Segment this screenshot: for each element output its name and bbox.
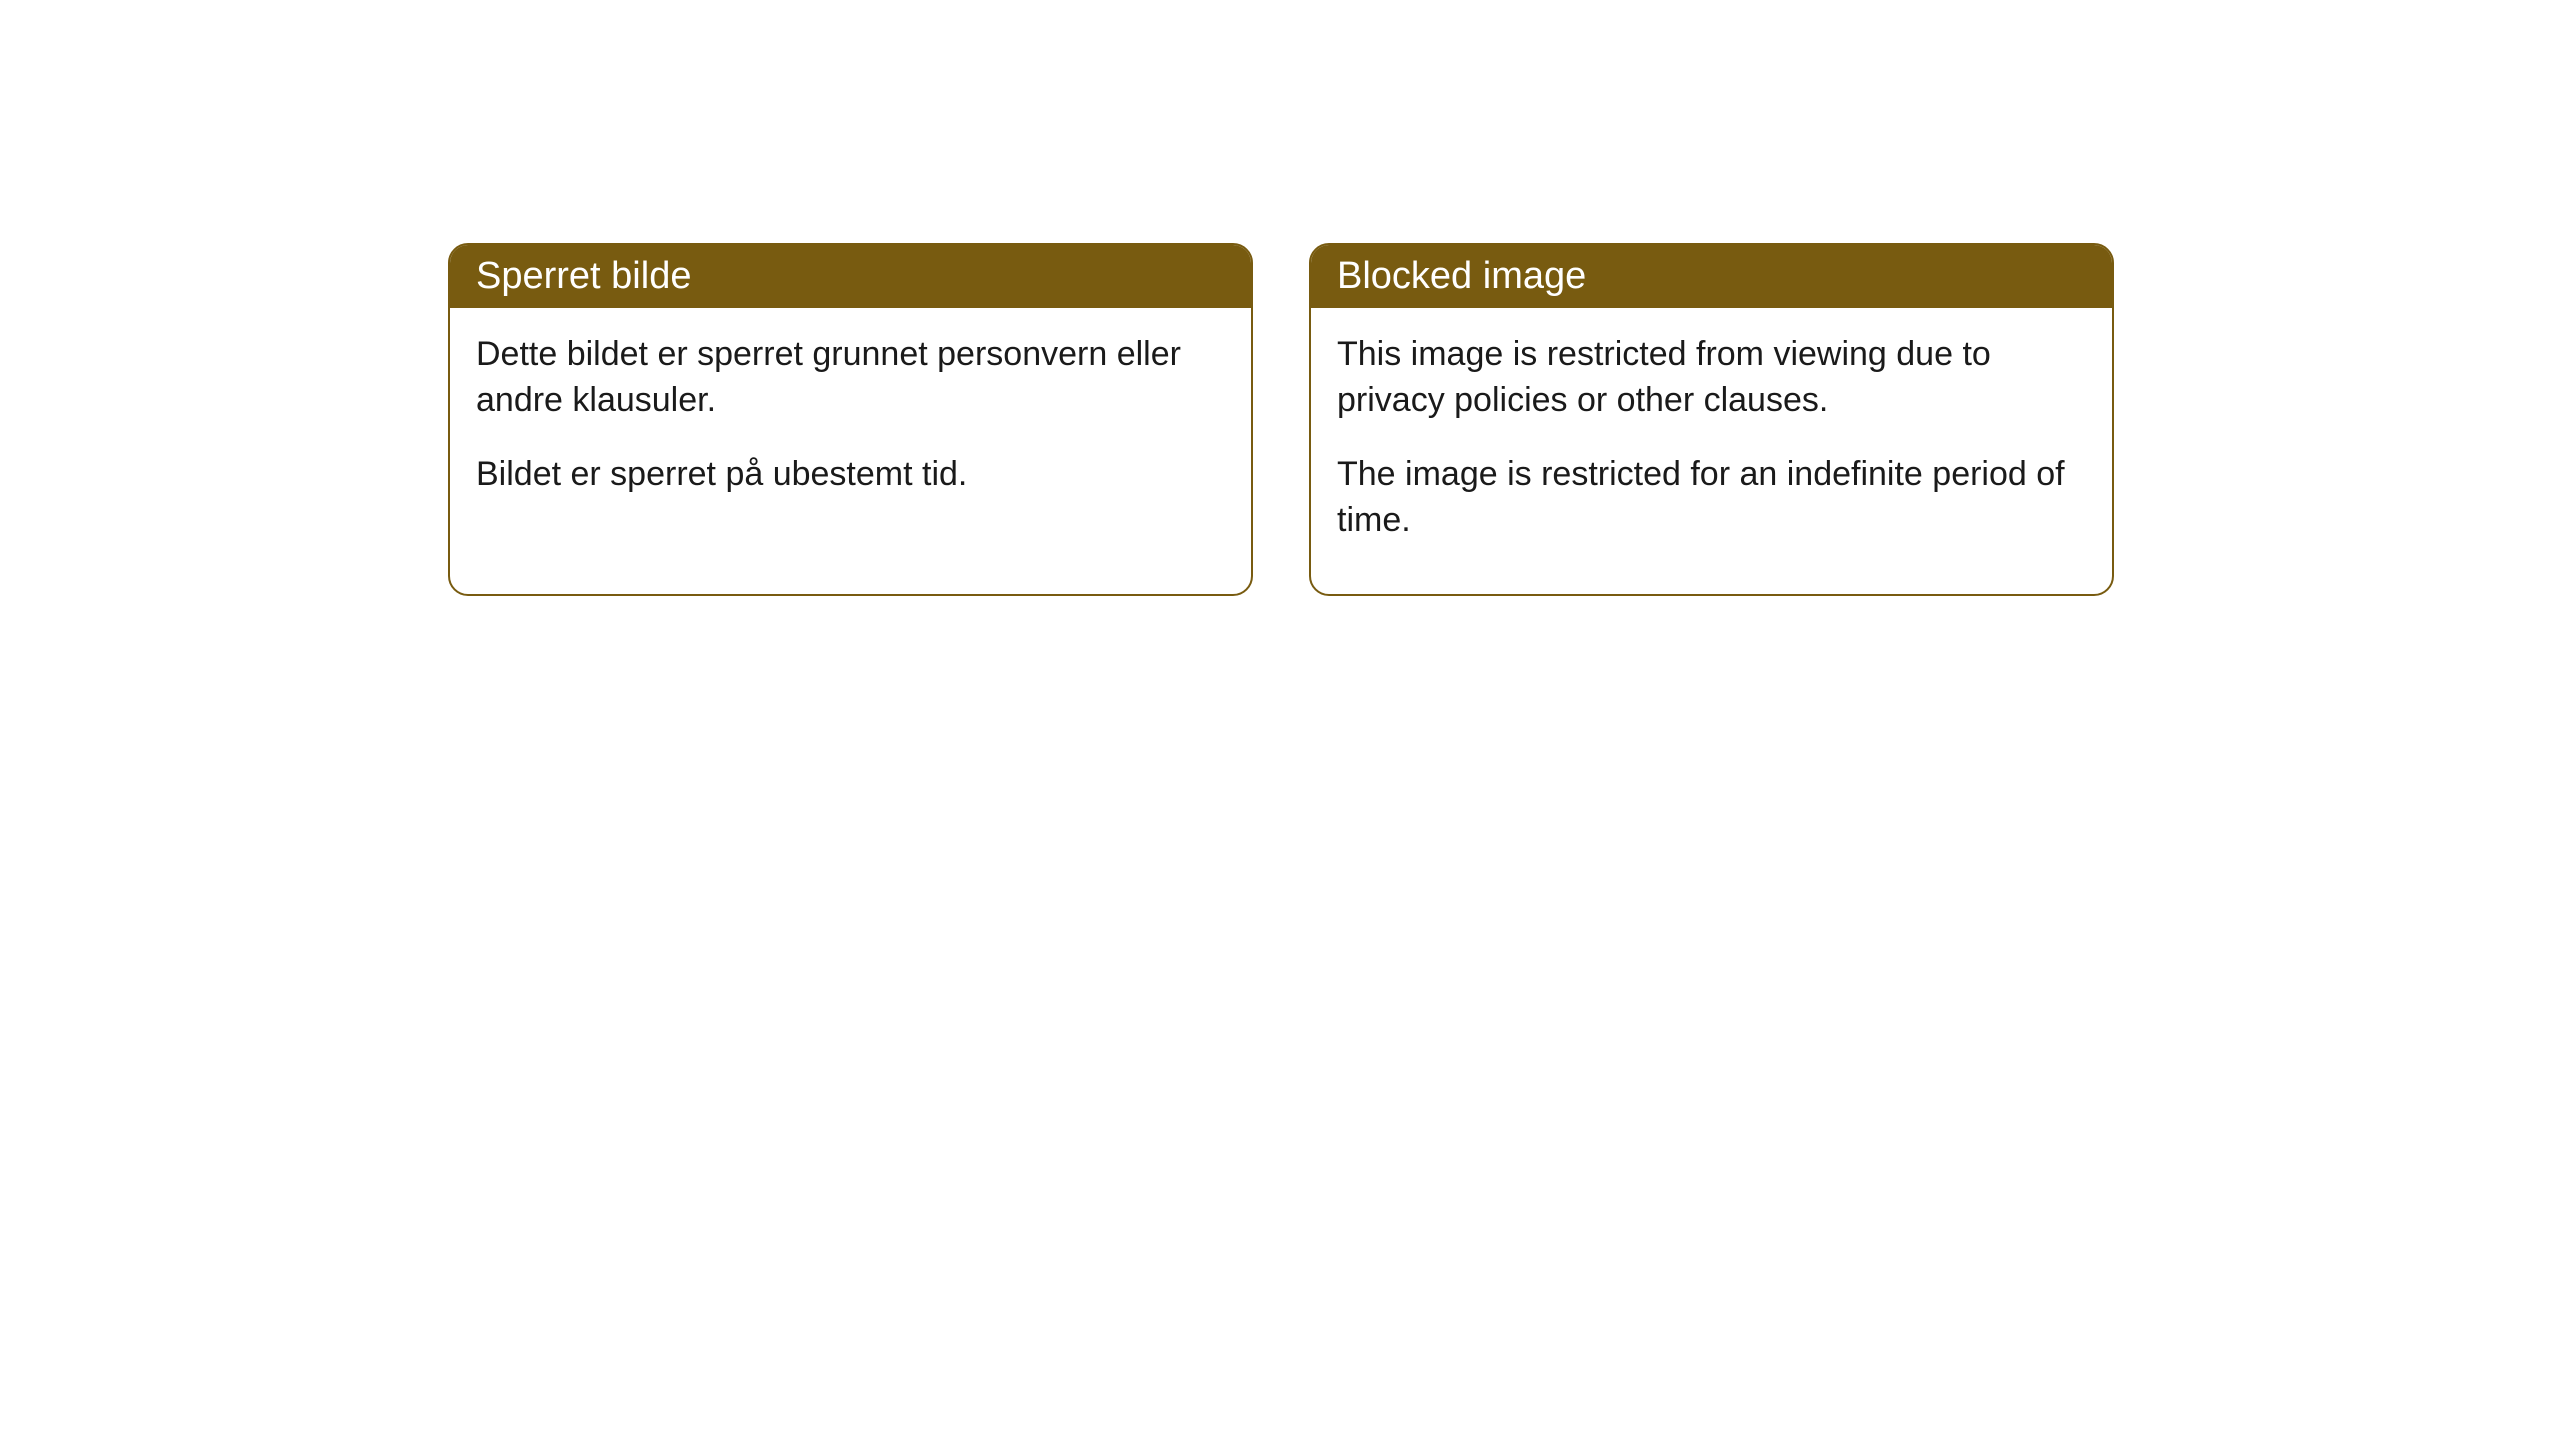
card-paragraph: This image is restricted from viewing du…: [1337, 332, 2086, 424]
card-body: This image is restricted from viewing du…: [1311, 308, 2112, 594]
notice-card-english: Blocked image This image is restricted f…: [1309, 243, 2114, 596]
card-body: Dette bildet er sperret grunnet personve…: [450, 308, 1251, 548]
notice-card-norwegian: Sperret bilde Dette bildet er sperret gr…: [448, 243, 1253, 596]
card-header: Blocked image: [1311, 245, 2112, 308]
notice-cards-container: Sperret bilde Dette bildet er sperret gr…: [448, 243, 2114, 596]
card-title: Blocked image: [1337, 255, 1586, 297]
card-title: Sperret bilde: [476, 255, 691, 297]
card-paragraph: The image is restricted for an indefinit…: [1337, 452, 2086, 544]
card-header: Sperret bilde: [450, 245, 1251, 308]
card-paragraph: Dette bildet er sperret grunnet personve…: [476, 332, 1225, 424]
card-paragraph: Bildet er sperret på ubestemt tid.: [476, 452, 1225, 498]
